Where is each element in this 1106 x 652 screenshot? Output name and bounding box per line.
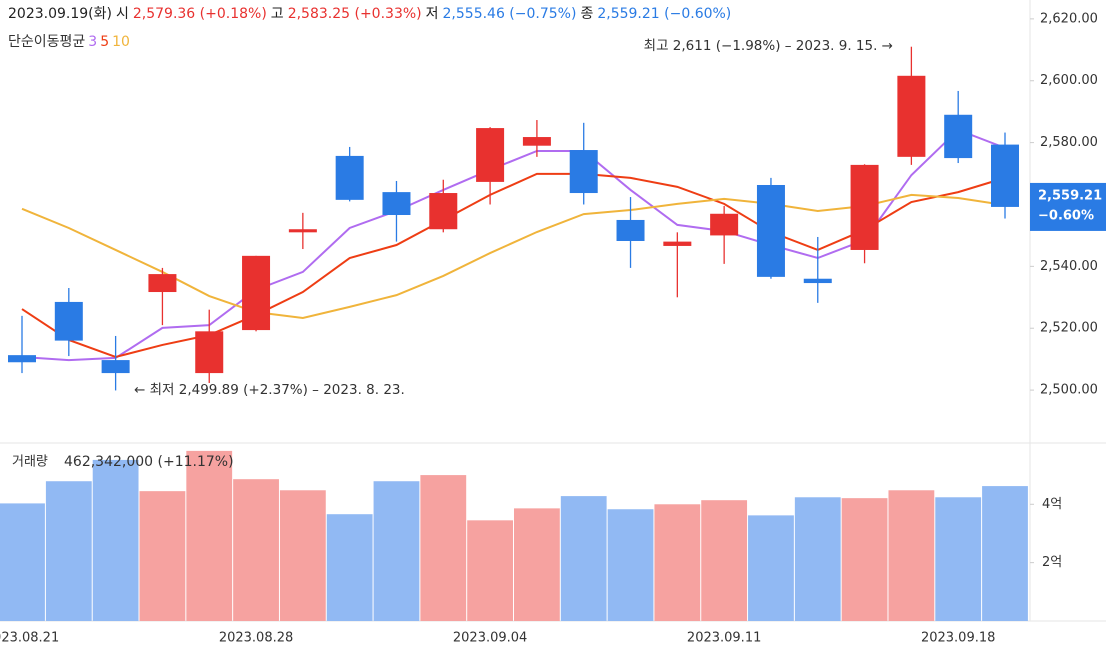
ma-legend: 단순이동평균 3 5 10 (8, 31, 133, 51)
volume-bar (467, 520, 513, 621)
volume-summary: 462,342,000 (+11.17%) (64, 454, 234, 470)
last-price-box (1030, 182, 1106, 231)
candle-body (756, 184, 785, 277)
ma-line (21, 172, 1006, 359)
volume-bar (420, 475, 467, 621)
candle-body (288, 229, 317, 233)
x-tick-label: 2023.09.11 (687, 631, 761, 646)
low-annotation: ← 최저 2,499.89 (+2.37%) – 2023. 8. 23. (134, 382, 405, 398)
y-tick-label: 4억 (1042, 497, 1062, 512)
candle-body (8, 355, 36, 363)
volume-bar (841, 498, 888, 621)
field-value: 2,559.21 (−0.60%) (597, 6, 732, 22)
volume-bar (326, 514, 373, 621)
y-tick-label: 2,520.00 (1040, 321, 1098, 336)
volume-bar (748, 515, 794, 621)
high-annotation: 최고 2,611 (−1.98%) – 2023. 9. 15. → (644, 38, 893, 54)
ma-title: 단순이동평균 (8, 34, 86, 50)
volume-bar (514, 508, 560, 621)
volume-bar (935, 497, 982, 621)
volume-bar (701, 500, 748, 621)
candle-body (382, 192, 411, 216)
candle-body (616, 219, 645, 241)
x-tick-label: 2023.09.04 (453, 631, 527, 646)
volume-bar (0, 503, 45, 621)
volume-bar (186, 450, 233, 621)
candle-body (101, 360, 130, 374)
y-tick-label: 2,620.00 (1040, 11, 1098, 26)
y-tick-label: 2억 (1042, 555, 1062, 570)
candle-body (429, 193, 458, 230)
x-tick-label: 2023.08.21 (0, 631, 59, 646)
last-change: −0.60% (1038, 208, 1094, 223)
candle-body (522, 137, 551, 146)
x-tick-label: 2023.09.18 (921, 631, 995, 646)
field-value: 2,583.25 (+0.33%) (287, 6, 422, 22)
last-price: 2,559.21 (1038, 188, 1102, 203)
field-label: 시 (115, 6, 129, 22)
candle-body (991, 144, 1019, 207)
legend-entry: 5 (100, 34, 110, 50)
candle-body (335, 155, 364, 200)
volume-bar (888, 490, 935, 621)
date: 2023.09.19(화) (8, 6, 112, 22)
volume-title: 거래량 (12, 455, 48, 470)
candle-body (476, 128, 505, 182)
volume-bar (45, 481, 92, 621)
volume-bar (233, 479, 279, 621)
candle-body (242, 255, 271, 331)
volume-bar (654, 504, 701, 621)
volume-bar (982, 486, 1028, 621)
ma-line (21, 193, 1006, 320)
volume-bar (92, 459, 139, 621)
field-label: 종 (580, 6, 594, 22)
y-tick-label: 2,580.00 (1040, 135, 1098, 150)
field-value: 2,579.36 (+0.18%) (132, 6, 267, 22)
field-label: 저 (425, 6, 439, 22)
candle-body (663, 241, 692, 246)
field-label: 고 (270, 6, 284, 22)
candle-body (803, 278, 832, 284)
candle-body (850, 164, 879, 250)
y-tick-label: 2,600.00 (1040, 73, 1098, 88)
volume-bar (139, 491, 186, 621)
candle-body (944, 114, 973, 159)
candle-body (148, 274, 177, 293)
volume-bar (607, 509, 654, 621)
legend-entry: 10 (112, 34, 130, 50)
volume-bar (373, 481, 420, 621)
ma-line (21, 128, 1006, 362)
candle-body (897, 75, 926, 157)
volume-bar (560, 496, 607, 621)
field-value: 2,555.46 (−0.75%) (442, 6, 577, 22)
candle-body (54, 301, 83, 341)
y-tick-label: 2,500.00 (1040, 383, 1098, 398)
volume-bar (279, 490, 326, 621)
candle-body (195, 331, 224, 374)
x-tick-label: 2023.08.28 (219, 631, 293, 646)
candle-body (569, 150, 598, 194)
y-tick-label: 2,540.00 (1040, 259, 1098, 274)
header: 2023.09.19(화) 시 2,579.36 (+0.18%) 고 2,583.25… (8, 3, 735, 23)
volume-bar (794, 497, 841, 621)
legend-entry: 3 (88, 34, 98, 50)
candle-body (710, 213, 739, 236)
